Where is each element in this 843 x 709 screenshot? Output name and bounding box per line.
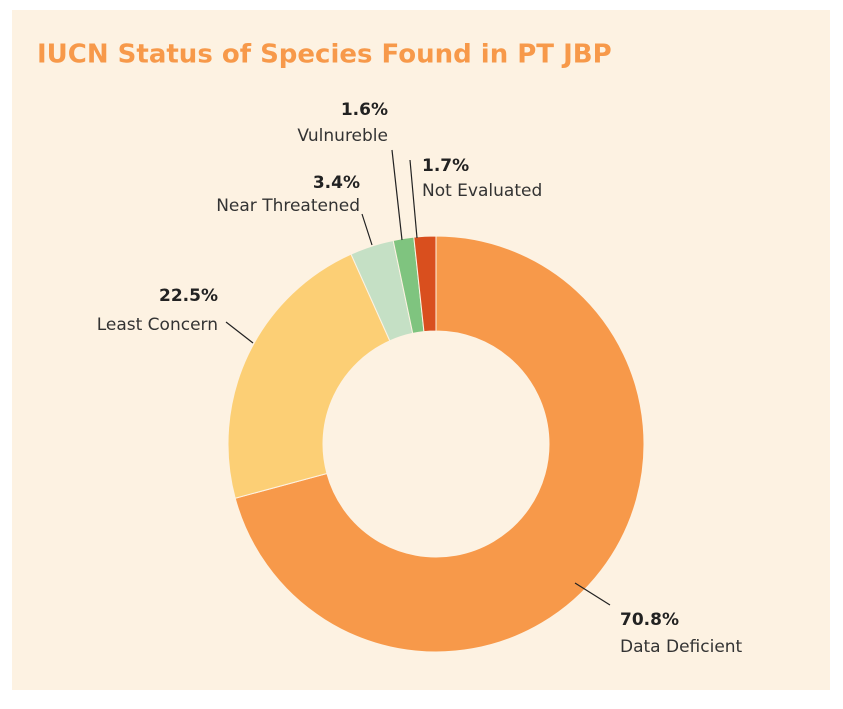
leader-line <box>225 321 254 344</box>
donut-segment <box>227 253 391 499</box>
value-label: 70.8% <box>620 610 679 630</box>
donut-segment <box>413 235 437 333</box>
leader-line <box>391 149 403 241</box>
category-label: Not Evaluated <box>422 181 542 201</box>
category-label: Least Concern <box>97 315 218 335</box>
value-label: 1.7% <box>422 156 469 176</box>
value-label: 1.6% <box>341 100 388 120</box>
leader-line <box>574 582 611 606</box>
value-label: 3.4% <box>313 173 360 193</box>
category-label: Data Deficient <box>620 637 743 657</box>
category-label: Near Threatened <box>216 196 360 216</box>
category-label: Vulnureble <box>297 126 388 146</box>
value-label: 22.5% <box>159 286 218 306</box>
leader-line <box>361 213 373 246</box>
chart-title: IUCN Status of Species Found in PT JBP <box>37 40 612 70</box>
leader-line <box>409 159 418 239</box>
donut-segment <box>234 235 645 653</box>
